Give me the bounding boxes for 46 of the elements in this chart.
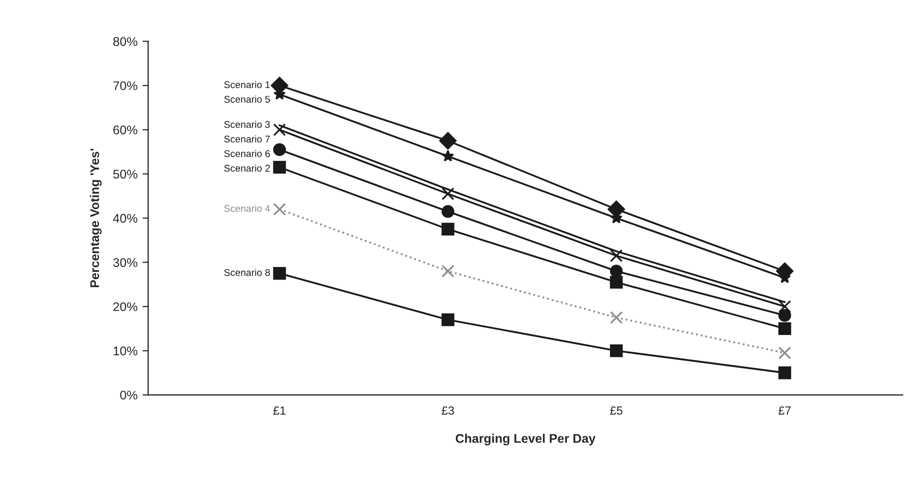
series-label: Scenario 6 — [224, 150, 270, 158]
y-tick-label: 0% — [120, 390, 138, 400]
point — [442, 150, 454, 162]
point — [442, 205, 454, 218]
point — [610, 264, 623, 278]
x-tick-label: £3 — [442, 406, 454, 415]
series-label: Scenario 8 — [224, 268, 270, 276]
y-tick-label: 20% — [113, 302, 138, 312]
point — [778, 308, 792, 322]
point — [610, 344, 623, 358]
point — [610, 311, 623, 324]
x-tick-label: £1 — [273, 406, 286, 415]
point — [610, 249, 623, 262]
point — [778, 366, 792, 380]
y-tick-label: 70% — [113, 81, 138, 90]
point — [778, 346, 792, 360]
y-tick-label: 10% — [114, 346, 138, 356]
point — [273, 143, 286, 156]
point — [442, 313, 454, 326]
x-axis-title: Charging Level Per Day — [456, 434, 596, 446]
y-tick-label: 30% — [113, 258, 138, 267]
x-tick-label: £5 — [610, 406, 622, 415]
y-tick-label: 80% — [113, 37, 138, 46]
y-tick-label: 50% — [113, 170, 138, 179]
y-tick-label: 40% — [113, 214, 138, 223]
point — [273, 266, 286, 280]
point — [273, 160, 286, 174]
point — [439, 132, 457, 150]
series-label: Scenario 4 — [224, 204, 270, 212]
point — [778, 300, 792, 313]
point — [273, 123, 286, 136]
series-label: Scenario 1 — [224, 81, 270, 88]
point — [778, 322, 792, 336]
point — [442, 187, 454, 200]
point — [608, 200, 626, 218]
series-label: Scenario 3 — [224, 120, 270, 128]
series-label: Scenario 2 — [224, 164, 270, 172]
y-axis-title: Percentage Voting 'Yes' — [90, 148, 102, 288]
series-label: Scenario 7 — [224, 135, 270, 143]
point — [610, 276, 623, 289]
x-tick-label: £7 — [778, 406, 791, 415]
point — [442, 264, 454, 278]
y-tick-label: 60% — [113, 126, 138, 134]
point — [273, 202, 286, 216]
series-label: Scenario 5 — [224, 96, 270, 103]
point — [442, 222, 454, 236]
